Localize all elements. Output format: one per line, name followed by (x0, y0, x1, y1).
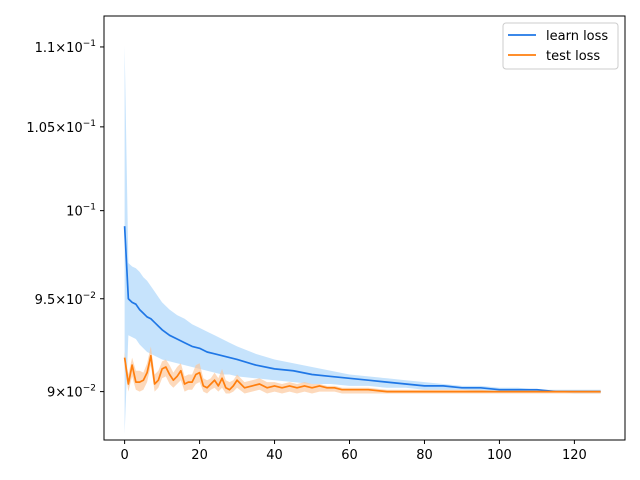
y-tick-label-exp-0: −2 (83, 384, 96, 394)
y-tick-label-1: 9.5×10−2 (35, 291, 96, 308)
y-tick-label-exp-3: −1 (83, 119, 96, 129)
y-tick-label-base-1: 9.5×10 (35, 293, 83, 308)
x-tick-label-1: 20 (191, 448, 208, 463)
y-tick-label-base-4: 1.1×10 (35, 41, 83, 56)
y-tick-label-base-0: 9×10 (47, 386, 83, 401)
line-series-0 (123, 226, 601, 393)
y-tick-label-3: 1.05×10−1 (26, 119, 96, 136)
x-tick-label-4: 80 (416, 448, 433, 463)
y-tick-label-0: 9×10−2 (47, 384, 96, 401)
y-tick-label-exp-4: −1 (83, 39, 96, 49)
legend-label-1: test loss (546, 49, 600, 64)
band-series-1 (124, 346, 601, 394)
y-axis: 9×10−29.5×10−210−11.05×10−11.1×10−1 (26, 39, 104, 401)
x-tick-label-6: 120 (562, 448, 587, 463)
plot-frame (103, 15, 626, 441)
y-tick-label-4: 1.1×10−1 (35, 39, 96, 56)
x-tick-label-2: 40 (266, 448, 283, 463)
y-tick-label-2: 10−1 (66, 203, 96, 220)
y-tick-label-base-3: 1.05×10 (26, 121, 82, 136)
x-axis: 0 20 40 60 80 100 120 (120, 440, 587, 463)
x-tick-label-3: 60 (341, 448, 358, 463)
series-lines (123, 226, 601, 393)
confidence-bands (124, 45, 601, 435)
y-tick-label-exp-2: −1 (83, 203, 96, 213)
legend: learn loss test loss (502, 22, 619, 70)
x-tick-label-5: 100 (487, 448, 512, 463)
line-series-1 (123, 354, 601, 393)
y-tick-label-base-2: 10 (66, 205, 83, 220)
x-tick-label-0: 0 (120, 448, 128, 463)
legend-label-0: learn loss (546, 29, 608, 44)
y-tick-label-exp-1: −2 (83, 291, 96, 301)
